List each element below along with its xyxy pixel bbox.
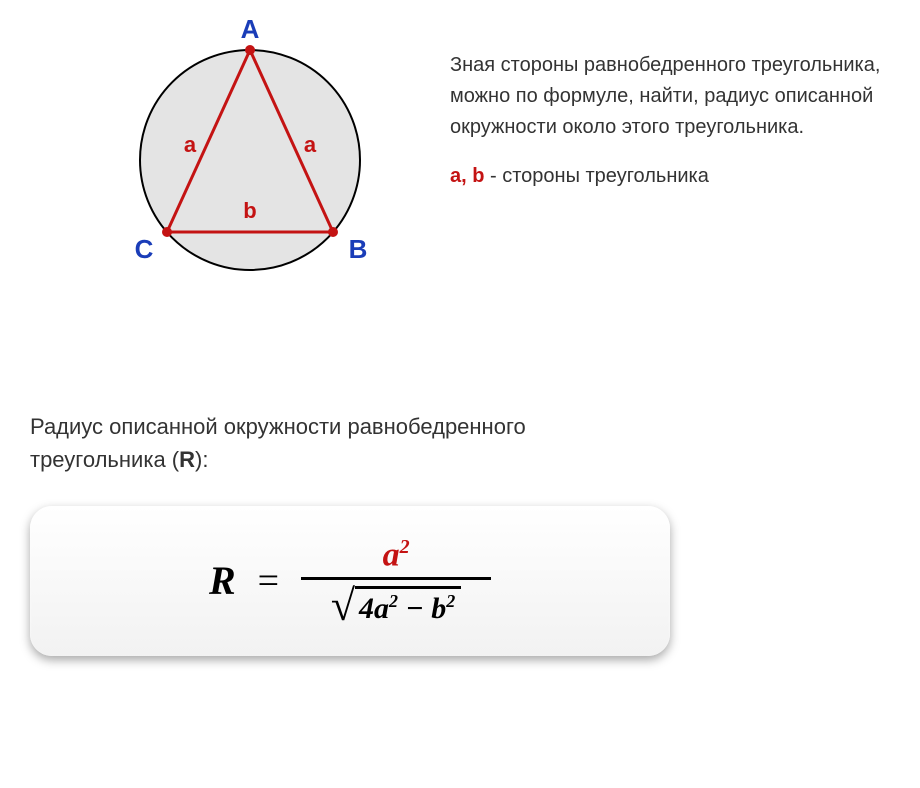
radicand: 4a2 − b2 (355, 589, 461, 626)
subtitle-R-symbol: R (179, 447, 195, 472)
subtitle-line1: Радиус описанной окружности равнобедренн… (30, 414, 526, 439)
formula-numerator: a2 (375, 536, 418, 576)
radicand-wrap: 4a2 − b2 (355, 586, 461, 626)
svg-text:a: a (184, 132, 197, 157)
top-row: a a b A B C Зная стороны равнобедренного треу… (30, 20, 890, 290)
svg-text:b: b (243, 198, 256, 223)
formula-denominator: √ 4a2 − b2 (331, 580, 461, 626)
formula-fraction: a2 √ 4a2 − b2 (301, 536, 491, 625)
formula: R = a2 √ 4a2 − b2 (209, 536, 491, 625)
diagram-column: a a b A B C (30, 20, 410, 290)
sides-legend-text: - стороны треугольника (484, 165, 708, 187)
formula-subtitle: Радиус описанной окружности равнобедренн… (30, 410, 890, 476)
formula-box: R = a2 √ 4a2 − b2 (30, 506, 670, 656)
sides-symbols: a, b (450, 165, 484, 187)
page-root: a a b A B C Зная стороны равнобедренного треу… (0, 0, 920, 788)
description-paragraph: Зная стороны равнобедренного треугольник… (450, 50, 890, 143)
subtitle-line2-pre: треугольника ( (30, 447, 179, 472)
radical: √ 4a2 − b2 (331, 586, 461, 626)
sides-legend: a, b - стороны треугольника (450, 161, 890, 192)
description-column: Зная стороны равнобедренного треугольник… (450, 20, 890, 210)
numerator-exp: 2 (400, 536, 410, 558)
svg-text:a: a (304, 132, 317, 157)
svg-text:C: C (135, 234, 154, 264)
subtitle-line2-post: ): (195, 447, 208, 472)
svg-text:B: B (349, 234, 368, 264)
numerator-base: a (383, 537, 400, 574)
svg-text:A: A (241, 20, 260, 44)
formula-equals: = (258, 559, 279, 603)
formula-lhs: R (209, 557, 236, 604)
radical-sign: √ (331, 586, 355, 626)
triangle-in-circle-diagram: a a b A B C (110, 20, 410, 290)
